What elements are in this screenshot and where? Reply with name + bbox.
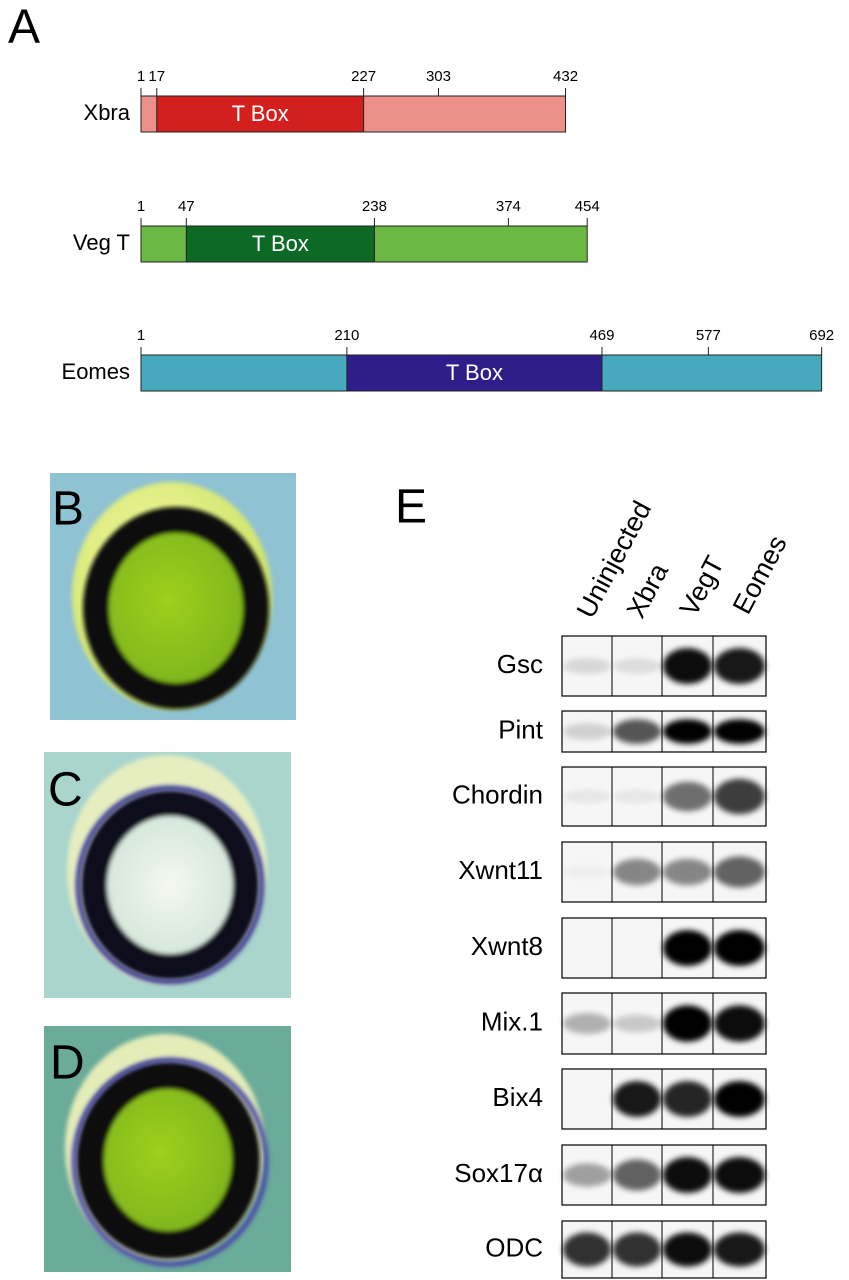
band: [563, 1232, 611, 1267]
band: [663, 1232, 712, 1267]
protein-name: Veg T: [73, 230, 130, 255]
band: [613, 1081, 661, 1117]
band: [613, 789, 661, 804]
protein-name: Eomes: [62, 359, 130, 384]
band: [613, 719, 661, 744]
band: [613, 858, 661, 886]
band: [563, 1163, 611, 1187]
panel-label: B: [52, 483, 84, 536]
band: [663, 858, 712, 886]
blot-frame: [561, 917, 767, 979]
blot-frame: [561, 766, 767, 827]
domain-label: T Box: [252, 231, 309, 256]
blot-frame: [561, 841, 767, 903]
gene-label: Sox17α: [454, 1158, 543, 1188]
embryo-image: C: [44, 752, 291, 998]
gene-label: ODC: [485, 1232, 543, 1262]
gene-label: Chordin: [452, 779, 543, 809]
t-box-domain: [185, 225, 375, 263]
panel-label: E: [395, 481, 427, 534]
gene-label: Xwnt11: [458, 855, 543, 885]
gene-label: Bix4: [492, 1082, 543, 1112]
band: [714, 1005, 765, 1042]
embryo-image: B: [50, 473, 296, 720]
band: [663, 1157, 712, 1193]
band: [613, 1159, 661, 1191]
protein-name: Xbra: [84, 100, 131, 125]
band: [714, 856, 765, 888]
band: [563, 658, 611, 674]
band: [714, 1081, 765, 1117]
band: [663, 930, 712, 966]
panel-label: A: [8, 1, 40, 54]
band: [613, 1014, 661, 1033]
band: [714, 1232, 765, 1267]
tick-label: 47: [178, 198, 195, 215]
band: [714, 1157, 765, 1193]
band: [563, 723, 611, 740]
tick-label: 1: [137, 327, 145, 344]
band: [663, 719, 712, 744]
band: [613, 658, 661, 674]
band: [714, 719, 765, 744]
tick-label: 1: [137, 198, 145, 215]
t-box-domain: [156, 95, 365, 133]
band: [663, 781, 712, 812]
tick-label: 238: [362, 198, 387, 215]
tick-label: 432: [553, 68, 578, 85]
tick-label: 469: [589, 327, 614, 344]
band: [663, 1005, 712, 1042]
blot-frame: [561, 992, 767, 1055]
gene-label: Pint: [498, 714, 544, 744]
tick-label: 227: [351, 68, 376, 85]
band: [714, 648, 765, 684]
gene-label: Mix.1: [481, 1006, 543, 1036]
band: [714, 930, 765, 966]
gene-label: Xwnt8: [471, 931, 543, 961]
domain-label: T Box: [232, 101, 289, 126]
panel-label: C: [48, 764, 83, 817]
tick-label: 577: [696, 327, 721, 344]
blot-frame: [561, 635, 767, 697]
lane-label: Eomes: [727, 531, 793, 619]
blot-frame: [561, 1068, 767, 1130]
band: [613, 1232, 661, 1267]
tick-label: 454: [575, 198, 600, 215]
tick-label: 17: [148, 68, 165, 85]
band: [663, 1081, 712, 1117]
band: [563, 866, 611, 879]
embryo-image: D: [44, 1026, 291, 1272]
band: [714, 778, 765, 815]
tick-label: 692: [809, 327, 834, 344]
blot-frame: [561, 710, 767, 753]
blot-frame: [561, 1220, 767, 1279]
domain-label: T Box: [446, 360, 503, 385]
band: [663, 648, 712, 684]
tick-label: 303: [426, 68, 451, 85]
tick-label: 1: [137, 68, 145, 85]
band: [563, 789, 611, 804]
lane-label: VegT: [674, 551, 730, 621]
tick-label: 374: [496, 198, 521, 215]
tick-label: 210: [334, 327, 359, 344]
t-box-domain: [346, 354, 603, 392]
blot-frame: [561, 1144, 767, 1206]
band: [563, 1013, 611, 1034]
panel-label: D: [50, 1037, 85, 1090]
lane-label: Xbra: [621, 558, 675, 623]
gene-label: Gsc: [497, 649, 543, 679]
